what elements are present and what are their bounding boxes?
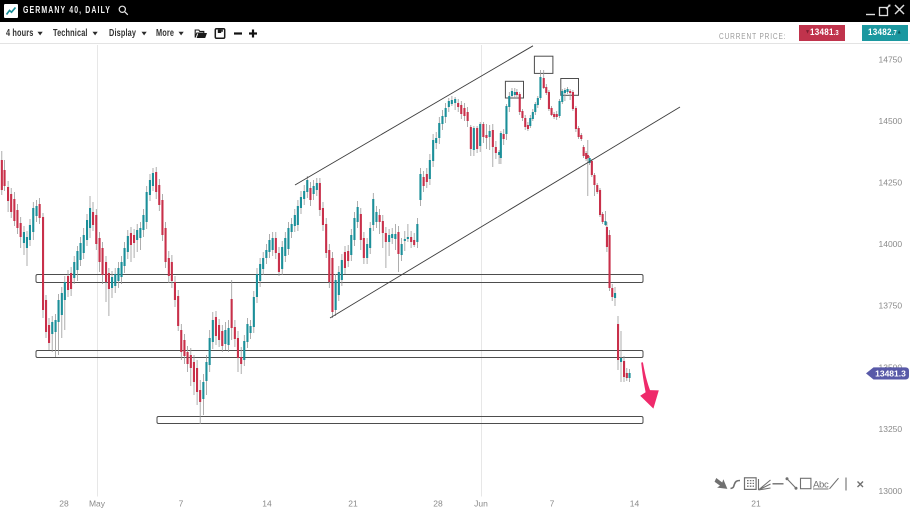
svg-text:Abc: Abc bbox=[813, 480, 829, 491]
svg-text:21: 21 bbox=[751, 499, 761, 509]
svg-text:7: 7 bbox=[550, 499, 555, 509]
svg-text:7: 7 bbox=[179, 499, 184, 509]
svg-text:14: 14 bbox=[630, 499, 640, 509]
svg-text:14: 14 bbox=[262, 499, 272, 509]
svg-text:14750: 14750 bbox=[879, 54, 903, 64]
svg-text:May: May bbox=[89, 499, 106, 509]
svg-text:28: 28 bbox=[59, 499, 69, 509]
svg-text:21: 21 bbox=[348, 499, 358, 509]
svg-text:Jun: Jun bbox=[474, 499, 488, 509]
svg-text:13750: 13750 bbox=[879, 301, 903, 311]
svg-text:13481.3: 13481.3 bbox=[875, 368, 906, 378]
svg-text:28: 28 bbox=[433, 499, 443, 509]
svg-text:14000: 14000 bbox=[879, 239, 903, 249]
svg-text:14250: 14250 bbox=[879, 177, 903, 187]
svg-text:13250: 13250 bbox=[879, 424, 903, 434]
svg-text:14500: 14500 bbox=[879, 116, 903, 126]
svg-text:13000: 13000 bbox=[879, 486, 903, 496]
